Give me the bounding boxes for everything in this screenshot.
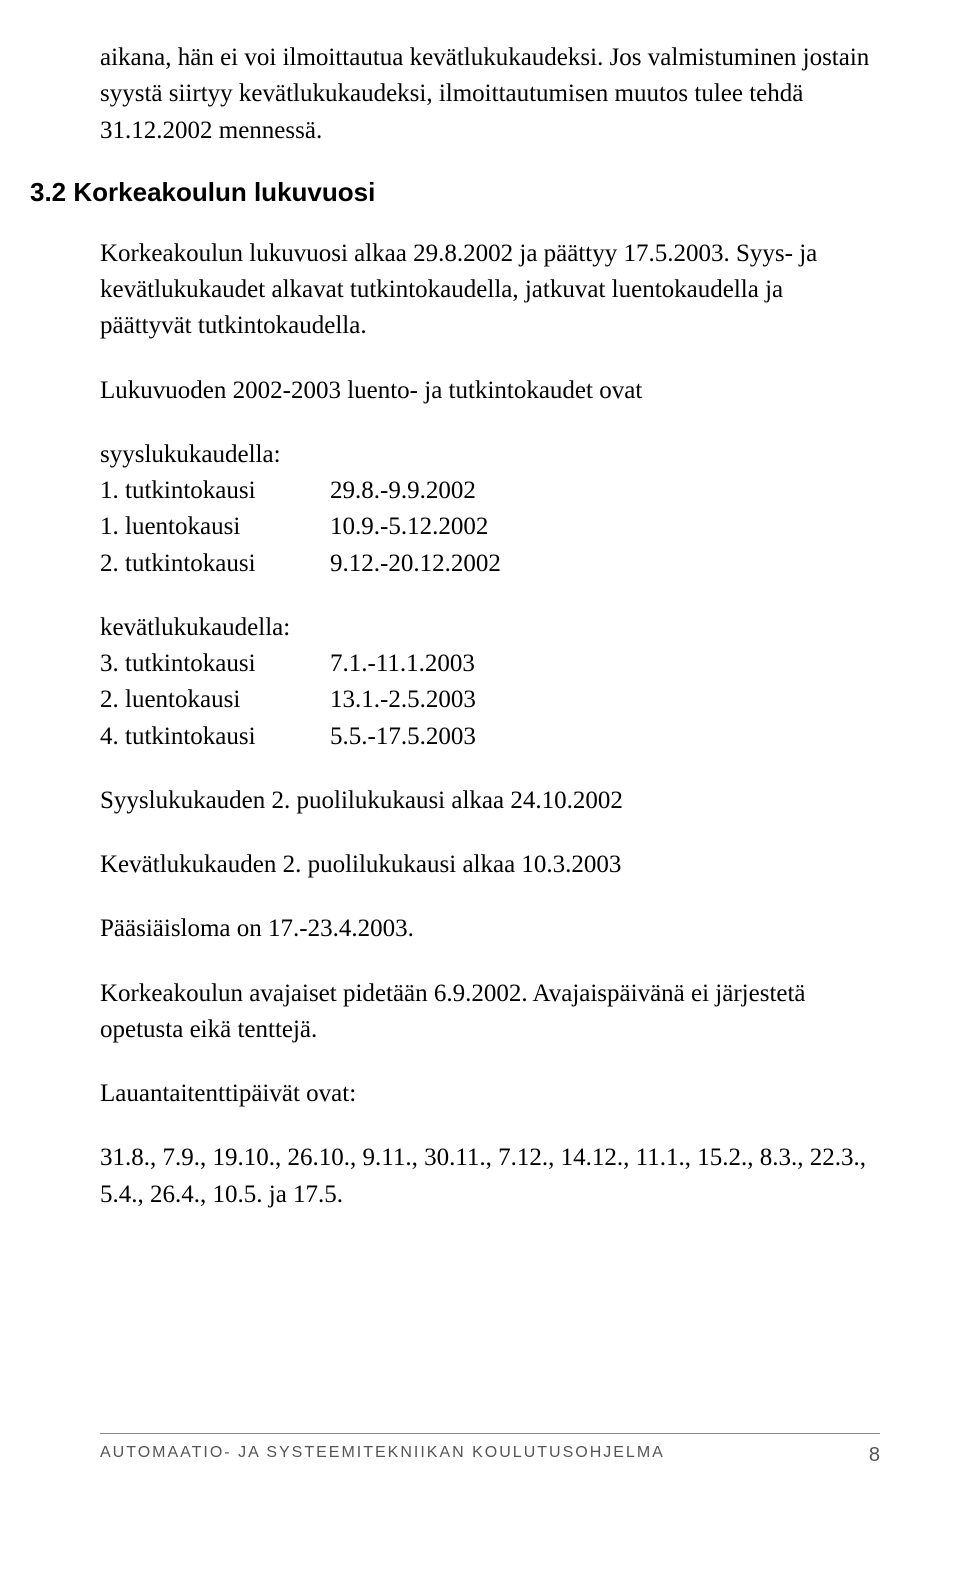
period-label: 1. luentokausi bbox=[100, 509, 330, 545]
list-item: 3. tutkintokausi 7.1.-11.1.2003 bbox=[100, 646, 880, 682]
page-footer: AUTOMAATIO- JA SYSTEEMITEKNIIKAN KOULUTU… bbox=[100, 1433, 880, 1467]
period-label: 1. tutkintokausi bbox=[100, 473, 330, 509]
paragraph-5: Pääsiäisloma on 17.-23.4.2003. bbox=[100, 911, 880, 947]
syys-list: syyslukukaudella: 1. tutkintokausi 29.8.… bbox=[100, 437, 880, 582]
paragraph-6: Korkeakoulun avajaiset pidetään 6.9.2002… bbox=[100, 976, 880, 1049]
intro-paragraph: aikana, hän ei voi ilmoittautua kevätluk… bbox=[100, 40, 880, 149]
paragraph-8: 31.8., 7.9., 19.10., 26.10., 9.11., 30.1… bbox=[100, 1140, 880, 1213]
list-item: 2. tutkintokausi 9.12.-20.12.2002 bbox=[100, 546, 880, 582]
syys-header: syyslukukaudella: bbox=[100, 437, 880, 473]
paragraph-4: Kevätlukukauden 2. puolilukukausi alkaa … bbox=[100, 847, 880, 883]
list-item: 2. luentokausi 13.1.-2.5.2003 bbox=[100, 682, 880, 718]
period-label: 2. tutkintokausi bbox=[100, 546, 330, 582]
footer-title: AUTOMAATIO- JA SYSTEEMITEKNIIKAN KOULUTU… bbox=[100, 1444, 665, 1467]
period-date: 10.9.-5.12.2002 bbox=[330, 509, 880, 545]
paragraph-2: Lukuvuoden 2002-2003 luento- ja tutkinto… bbox=[100, 373, 880, 409]
period-label: 3. tutkintokausi bbox=[100, 646, 330, 682]
list-item: 4. tutkintokausi 5.5.-17.5.2003 bbox=[100, 719, 880, 755]
period-date: 9.12.-20.12.2002 bbox=[330, 546, 880, 582]
paragraph-7: Lauantaitenttipäivät ovat: bbox=[100, 1076, 880, 1112]
kevat-list: kevätlukukaudella: 3. tutkintokausi 7.1.… bbox=[100, 610, 880, 755]
period-date: 5.5.-17.5.2003 bbox=[330, 719, 880, 755]
paragraph-1: Korkeakoulun lukuvuosi alkaa 29.8.2002 j… bbox=[100, 236, 880, 345]
kevat-header: kevätlukukaudella: bbox=[100, 610, 880, 646]
period-date: 29.8.-9.9.2002 bbox=[330, 473, 880, 509]
paragraph-3: Syyslukukauden 2. puolilukukausi alkaa 2… bbox=[100, 783, 880, 819]
page-number: 8 bbox=[869, 1444, 880, 1467]
period-label: 4. tutkintokausi bbox=[100, 719, 330, 755]
list-item: 1. luentokausi 10.9.-5.12.2002 bbox=[100, 509, 880, 545]
section-heading: 3.2 Korkeakoulun lukuvuosi bbox=[30, 177, 880, 208]
period-date: 7.1.-11.1.2003 bbox=[330, 646, 880, 682]
period-label: 2. luentokausi bbox=[100, 682, 330, 718]
period-date: 13.1.-2.5.2003 bbox=[330, 682, 880, 718]
list-item: 1. tutkintokausi 29.8.-9.9.2002 bbox=[100, 473, 880, 509]
